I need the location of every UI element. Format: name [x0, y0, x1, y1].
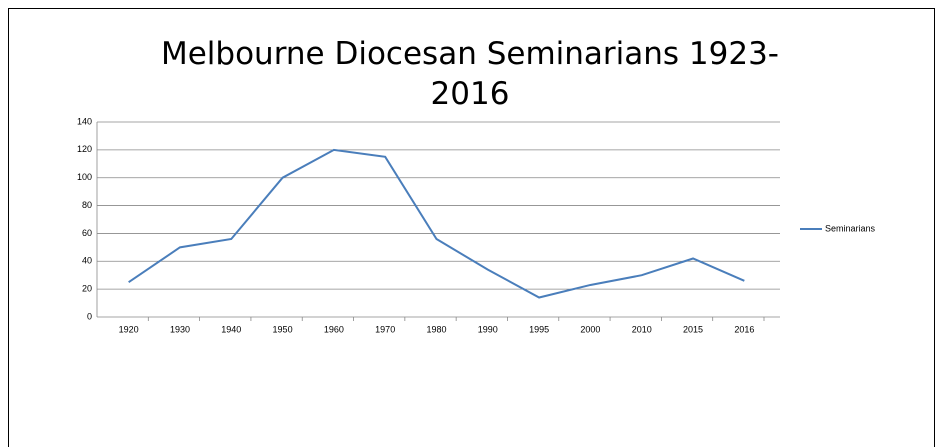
x-tick-label: 1950 [273, 324, 293, 334]
y-tick-label: 140 [77, 116, 92, 126]
chart-title: Melbourne Diocesan Seminarians 1923-2016 [160, 36, 779, 112]
y-tick-label: 60 [82, 228, 92, 238]
x-tick-label: 1960 [324, 324, 344, 334]
y-tick-label: 0 [87, 311, 92, 321]
x-tick-label: 1930 [170, 324, 190, 334]
x-tick-label: 1980 [426, 324, 446, 334]
y-tick-label: 120 [77, 144, 92, 154]
y-tick-label: 40 [82, 256, 92, 266]
x-tick-label: 1920 [119, 324, 139, 334]
x-tick-label: 1970 [375, 324, 395, 334]
legend-label: Seminarians [825, 223, 876, 233]
y-tick-label: 20 [82, 284, 92, 294]
x-tick-label: 2015 [683, 324, 703, 334]
y-tick-label: 80 [82, 200, 92, 210]
line-series [128, 148, 745, 299]
x-tick-label: 2016 [734, 324, 754, 334]
y-tick-label: 100 [77, 172, 92, 182]
x-tick-label: 1990 [478, 324, 498, 334]
x-tick-label: 2010 [632, 324, 652, 334]
x-tick-label: 2000 [580, 324, 600, 334]
chart-frame [8, 8, 935, 447]
x-tick-label: 1940 [221, 324, 241, 334]
x-tick-label: 1995 [529, 324, 549, 334]
